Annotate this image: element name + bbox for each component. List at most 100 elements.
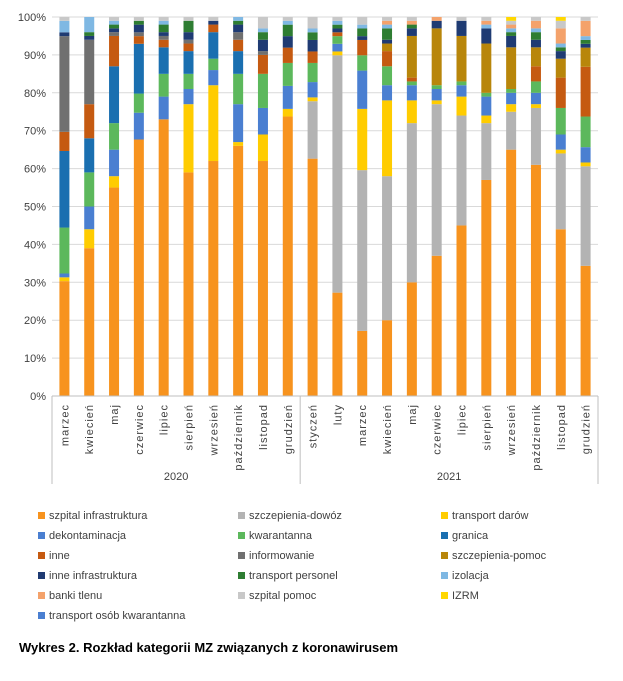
bar-segment-dekontaminacja [84, 206, 95, 230]
bar-segment-granica [59, 150, 70, 228]
bar-segment-granica [183, 51, 194, 74]
bar-segment-izrm [555, 17, 566, 21]
legend-swatch [441, 572, 448, 579]
bar-segment-informowanie [183, 39, 194, 44]
bar-segment-inne [282, 47, 293, 63]
legend-swatch [441, 592, 448, 599]
bar-segment-inne [133, 36, 144, 44]
legend-label: transport darów [452, 510, 528, 522]
bar-segment-izolacja [530, 28, 541, 33]
bar-segment-inne [406, 77, 417, 82]
bar-segment-kwarantanna [332, 36, 343, 44]
bar-segment-inne-infrastruktura [456, 20, 467, 36]
bar-segment-dekontaminacja [382, 85, 393, 101]
bar-segment-szpital-pomoc [506, 20, 517, 25]
legend-label: transport personel [249, 570, 338, 582]
bar-segment-izrm [506, 17, 517, 21]
bar-segment-szpital-infrastruktura [406, 282, 417, 396]
bar-segment-izolacja [382, 24, 393, 29]
bar-segment-szczepienia-pomoc [431, 28, 442, 86]
bar-segment-dekontaminacja [456, 85, 467, 97]
bar-segment-inne [233, 39, 244, 52]
bar-segment-transport-personel [506, 32, 517, 36]
bar-segment-kwarantanna [431, 85, 442, 90]
bar-segment-inne-infrastruktura [109, 28, 120, 33]
bar-segment-kwarantanna [233, 73, 244, 105]
legend-swatch [441, 552, 448, 559]
bar-segment-transport-personel [233, 20, 244, 25]
bar-segment-szpital-pomoc [183, 17, 194, 21]
bar-segment-inne [109, 35, 120, 67]
bar-segment-szpital-pomoc [456, 17, 467, 21]
legend-label: inne infrastruktura [49, 570, 138, 582]
bar-segment-inne-infrastruktura [158, 32, 169, 36]
bar-segment-inne-infrastruktura [357, 36, 368, 40]
bar-segment-szczepienia-dow-z [382, 176, 393, 321]
bar-segment-izolacja [332, 20, 343, 25]
bar-segment-inne-infrastruktura [555, 51, 566, 59]
bar-segment-inne-infrastruktura [208, 20, 219, 25]
bar-segment-szpital-pomoc [406, 17, 417, 21]
bar-segment-szpital-infrastruktura [382, 320, 393, 396]
bar-segment-transport-dar-w [233, 142, 244, 146]
bar-segment-izolacja [158, 20, 169, 25]
bar-segment-transport-personel [382, 28, 393, 40]
bar-segment-szczepienia-dow-z [456, 115, 467, 226]
x-tick-label: sierpień [481, 404, 493, 451]
bar-segment-transport-dar-w [530, 104, 541, 108]
bar-segment-szpital-infrastruktura [109, 187, 120, 396]
bar-segment-inne-infrastruktura [406, 28, 417, 36]
x-tick-label: wrzesień [506, 404, 518, 456]
x-tick-label: marzec [357, 404, 369, 446]
bar-segment-dekontaminacja [307, 82, 318, 98]
bar-segment-izolacja [555, 43, 566, 48]
bar-segment-inne-infrastruktura [580, 43, 591, 48]
x-tick-label: lipiec [457, 404, 469, 435]
bar-segment-banki-tlenu [555, 28, 566, 44]
bar-segment-kwarantanna [580, 116, 591, 148]
bar-segment-kwarantanna [183, 73, 194, 90]
bar-segment-szpital-infrastruktura [84, 248, 95, 396]
bar-segment-inne [530, 66, 541, 82]
y-tick-label: 20% [24, 315, 46, 327]
bar-segment-transport-personel [158, 24, 169, 33]
bar-segment-inne [84, 104, 95, 139]
bar-segment-szpital-pomoc [307, 17, 318, 29]
bar-segment-szpital-pomoc [357, 17, 368, 25]
legend-label: granica [452, 530, 489, 542]
bar-segment-transport-dar-w [357, 108, 368, 171]
bar-segment-transport-personel [257, 32, 268, 40]
bar-segment-inne [332, 32, 343, 37]
bar-segment-szpital-infrastruktura [133, 139, 144, 396]
x-tick-label: czerwiec [134, 404, 146, 455]
bar-segment-szczepienia-dow-z [530, 107, 541, 165]
y-tick-label: 50% [24, 202, 46, 214]
bar-segment-inne [357, 39, 368, 56]
bar-segment-szpital-pomoc [530, 17, 541, 21]
bar-segment-inne-infrastruktura [133, 24, 144, 33]
bar-segment-transport-dar-w [382, 100, 393, 177]
bar-segment-transport-dar-w [555, 149, 566, 154]
bar-segment-izolacja [282, 20, 293, 25]
bar-segment-kwarantanna [456, 81, 467, 86]
bar-segment-szpital-infrastruktura [357, 330, 368, 396]
bar-segment-szczepienia-dow-z [431, 104, 442, 256]
y-tick-label: 60% [24, 164, 46, 176]
legend-label: szpital infrastruktura [49, 510, 148, 522]
bar-segment-banki-tlenu [431, 17, 442, 21]
bar-segment-szpital-pomoc [208, 17, 219, 21]
bar-segment-informowanie [158, 35, 169, 40]
bar-segment-inne-infrastruktura [257, 39, 268, 52]
bar-segment-banki-tlenu [382, 20, 393, 25]
x-tick-label: wrzesień [208, 404, 220, 456]
legend-swatch [38, 612, 45, 619]
bar-segment-transport-dar-w [506, 104, 517, 112]
legend-swatch [238, 512, 245, 519]
bar-segment-transport-personel [109, 24, 120, 29]
bar-segment-transport-dar-w [183, 104, 194, 173]
bar-segment-szczepienia-pomoc [456, 35, 467, 82]
group-label: 2020 [164, 471, 188, 483]
bar-segment-szczepienia-pomoc [481, 43, 492, 93]
bar-segment-inne [555, 77, 566, 108]
bar-segment-szczepienia-pomoc [555, 58, 566, 78]
